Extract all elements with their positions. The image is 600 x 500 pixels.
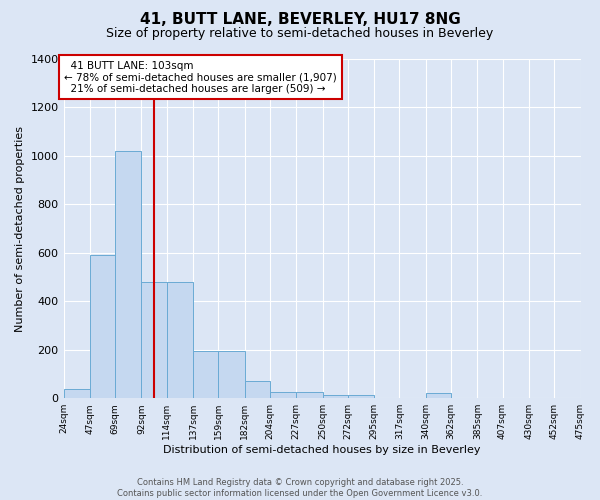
Bar xyxy=(115,151,142,398)
Bar xyxy=(167,282,193,398)
Bar xyxy=(142,282,167,398)
Y-axis label: Number of semi-detached properties: Number of semi-detached properties xyxy=(15,126,25,332)
Text: Size of property relative to semi-detached houses in Beverley: Size of property relative to semi-detach… xyxy=(106,28,494,40)
Text: 41, BUTT LANE, BEVERLEY, HU17 8NG: 41, BUTT LANE, BEVERLEY, HU17 8NG xyxy=(140,12,460,28)
Bar xyxy=(218,351,245,398)
X-axis label: Distribution of semi-detached houses by size in Beverley: Distribution of semi-detached houses by … xyxy=(163,445,481,455)
Bar xyxy=(245,381,270,398)
Bar xyxy=(323,394,348,398)
Bar xyxy=(90,256,115,398)
Text: Contains HM Land Registry data © Crown copyright and database right 2025.
Contai: Contains HM Land Registry data © Crown c… xyxy=(118,478,482,498)
Bar xyxy=(296,392,323,398)
Bar xyxy=(64,388,90,398)
Text: 41 BUTT LANE: 103sqm
← 78% of semi-detached houses are smaller (1,907)
  21% of : 41 BUTT LANE: 103sqm ← 78% of semi-detac… xyxy=(64,60,337,94)
Bar xyxy=(193,351,218,398)
Bar xyxy=(426,394,451,398)
Bar xyxy=(348,394,374,398)
Bar xyxy=(270,392,296,398)
